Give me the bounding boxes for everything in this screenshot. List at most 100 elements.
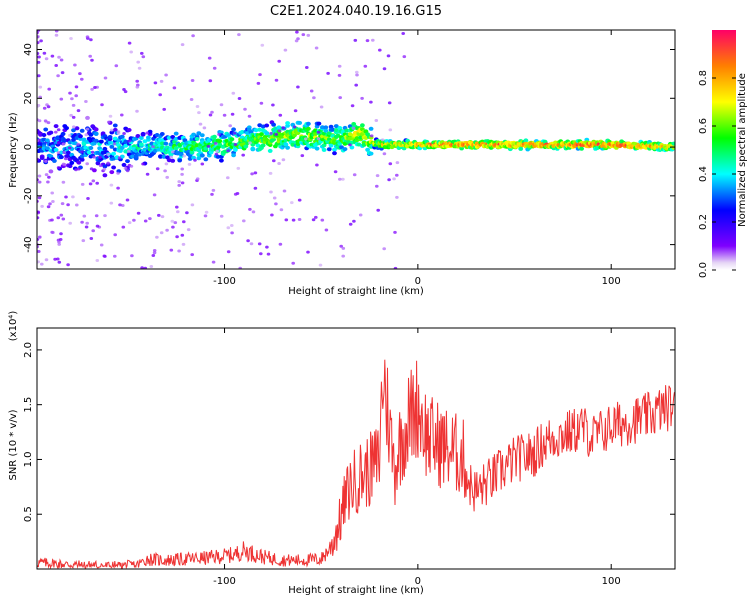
spectrogram-noise-cell <box>42 51 47 55</box>
spectrogram-noise-cell <box>195 177 200 181</box>
spectrogram-noise-cell <box>99 243 104 247</box>
spectrogram-noise-cell <box>121 225 126 229</box>
spectrogram-cell <box>53 124 59 129</box>
spectrogram-noise-cell <box>57 240 61 244</box>
spectrogram-noise-cell <box>203 214 208 218</box>
spectrogram-noise-cell <box>153 81 158 85</box>
spectrogram-noise-cell <box>118 203 122 207</box>
spectrogram-noise-cell <box>190 203 195 207</box>
spectrogram-noise-cell <box>387 178 391 182</box>
spectrogram-cell <box>158 138 163 143</box>
spectrogram-noise-cell <box>232 131 237 135</box>
spectrogram-noise-cell <box>186 228 191 232</box>
spectrogram-noise-cell <box>38 235 42 239</box>
spectrogram-noise-cell <box>316 137 321 141</box>
spectrogram-noise-cell <box>300 154 305 158</box>
spectrogram-cell <box>173 131 179 136</box>
spectrogram-cell <box>203 157 209 162</box>
spectrogram-noise-cell <box>190 253 194 257</box>
spectrogram-noise-cell <box>157 213 161 217</box>
spectrogram-noise-cell <box>90 150 95 154</box>
spectrogram-cell <box>332 147 337 152</box>
spectrogram-cell <box>86 150 92 155</box>
spectrogram-cell <box>79 157 85 162</box>
spectrogram-noise-cell <box>152 193 157 197</box>
spectrogram-cell <box>217 139 223 144</box>
spectrogram-noise-cell <box>226 226 231 230</box>
spectrogram-x-axis: -100 0 100 <box>213 30 621 287</box>
spectrogram-noise-cell <box>90 58 94 62</box>
spectrogram-noise-cell <box>129 50 133 54</box>
spectrogram-noise-cell <box>316 130 321 134</box>
spectrogram-noise-cell <box>135 79 139 83</box>
spectrogram-noise-cell <box>50 191 54 195</box>
spectrogram-noise-cell <box>89 38 93 42</box>
spectrogram-noise-cell <box>121 204 125 207</box>
spectrogram-noise-cell <box>352 173 357 177</box>
spectrogram-cell <box>182 138 188 143</box>
spectrogram-noise-cell <box>88 182 93 186</box>
spectrogram-noise-cell <box>182 220 186 224</box>
spectrogram-noise-cell <box>80 77 84 81</box>
spectrogram-cell <box>306 126 311 131</box>
spectrogram-y-tick-label: -40 <box>23 236 34 252</box>
spectrogram-x-tick-label: 100 <box>602 276 621 287</box>
spectrogram-cell <box>292 133 297 138</box>
spectrogram-noise-cell <box>125 198 130 202</box>
spectrogram-noise-cell <box>89 167 94 171</box>
spectrogram-noise-cell <box>116 186 120 190</box>
spectrogram-noise-cell <box>95 181 99 185</box>
spectrogram-cell <box>347 136 353 141</box>
spectrogram-noise-cell <box>402 55 407 59</box>
spectrogram-noise-cell <box>200 162 205 166</box>
spectrogram-noise-cell <box>94 214 99 218</box>
spectrogram-cell <box>79 128 85 133</box>
spectrogram-noise-cell <box>46 205 51 209</box>
spectrogram-noise-cell <box>102 254 107 258</box>
spectrogram-noise-cell <box>148 217 152 221</box>
colorbar-ticks: 0.0 0.2 0.4 0.6 0.8 <box>698 70 736 278</box>
spectrogram-noise-cell <box>277 59 282 63</box>
spectrogram-cell <box>125 159 130 164</box>
spectrogram-noise-cell <box>85 35 90 39</box>
spectrogram-cell <box>196 156 202 161</box>
spectrogram-x-tick-label: 0 <box>415 276 421 287</box>
spectrogram-cell <box>163 141 169 146</box>
spectrogram-noise-cell <box>355 73 359 77</box>
spectrogram-cell <box>212 134 217 139</box>
spectrogram-noise-cell <box>375 184 379 188</box>
spectrogram-noise-cell <box>274 78 279 82</box>
spectrogram-noise-cell <box>272 159 276 163</box>
spectrogram-noise-cell <box>89 237 94 240</box>
spectrogram-noise-cell <box>93 86 97 89</box>
spectrogram-noise-cell <box>57 242 61 246</box>
spectrogram-noise-cell <box>108 114 113 118</box>
spectrogram-noise-cell <box>279 208 284 212</box>
spectrogram-noise-cell <box>47 87 51 91</box>
spectrogram-cell <box>328 143 334 148</box>
spectrogram-noise-cell <box>37 180 42 184</box>
spectrogram-noise-cell <box>145 131 149 135</box>
spectrogram-cell <box>43 127 49 132</box>
spectrogram-noise-cell <box>64 195 68 199</box>
spectrogram-noise-cell <box>51 200 55 203</box>
spectrogram-noise-cell <box>95 259 100 262</box>
spectrogram-cell <box>69 160 75 165</box>
spectrogram-cell <box>38 132 43 137</box>
spectrogram-noise-cell <box>301 33 306 37</box>
spectrogram-noise-cell <box>202 126 207 130</box>
spectrogram-noise-cell <box>61 142 66 146</box>
spectrogram-noise-cell <box>106 152 110 156</box>
spectrogram-noise-cell <box>160 215 165 219</box>
spectrogram-noise-cell <box>73 63 77 67</box>
spectrogram-cell <box>276 137 282 141</box>
spectrogram-cell <box>523 138 529 143</box>
spectrogram-noise-cell <box>169 155 173 159</box>
spectrogram-noise-cell <box>268 171 273 175</box>
spectrogram-noise-cell <box>91 229 95 233</box>
spectrogram-noise-cell <box>231 91 236 95</box>
spectrogram-cell <box>76 160 82 165</box>
spectrogram-noise-cell <box>90 87 94 91</box>
spectrogram-noise-cell <box>388 162 393 166</box>
spectrogram-cell <box>93 131 99 136</box>
